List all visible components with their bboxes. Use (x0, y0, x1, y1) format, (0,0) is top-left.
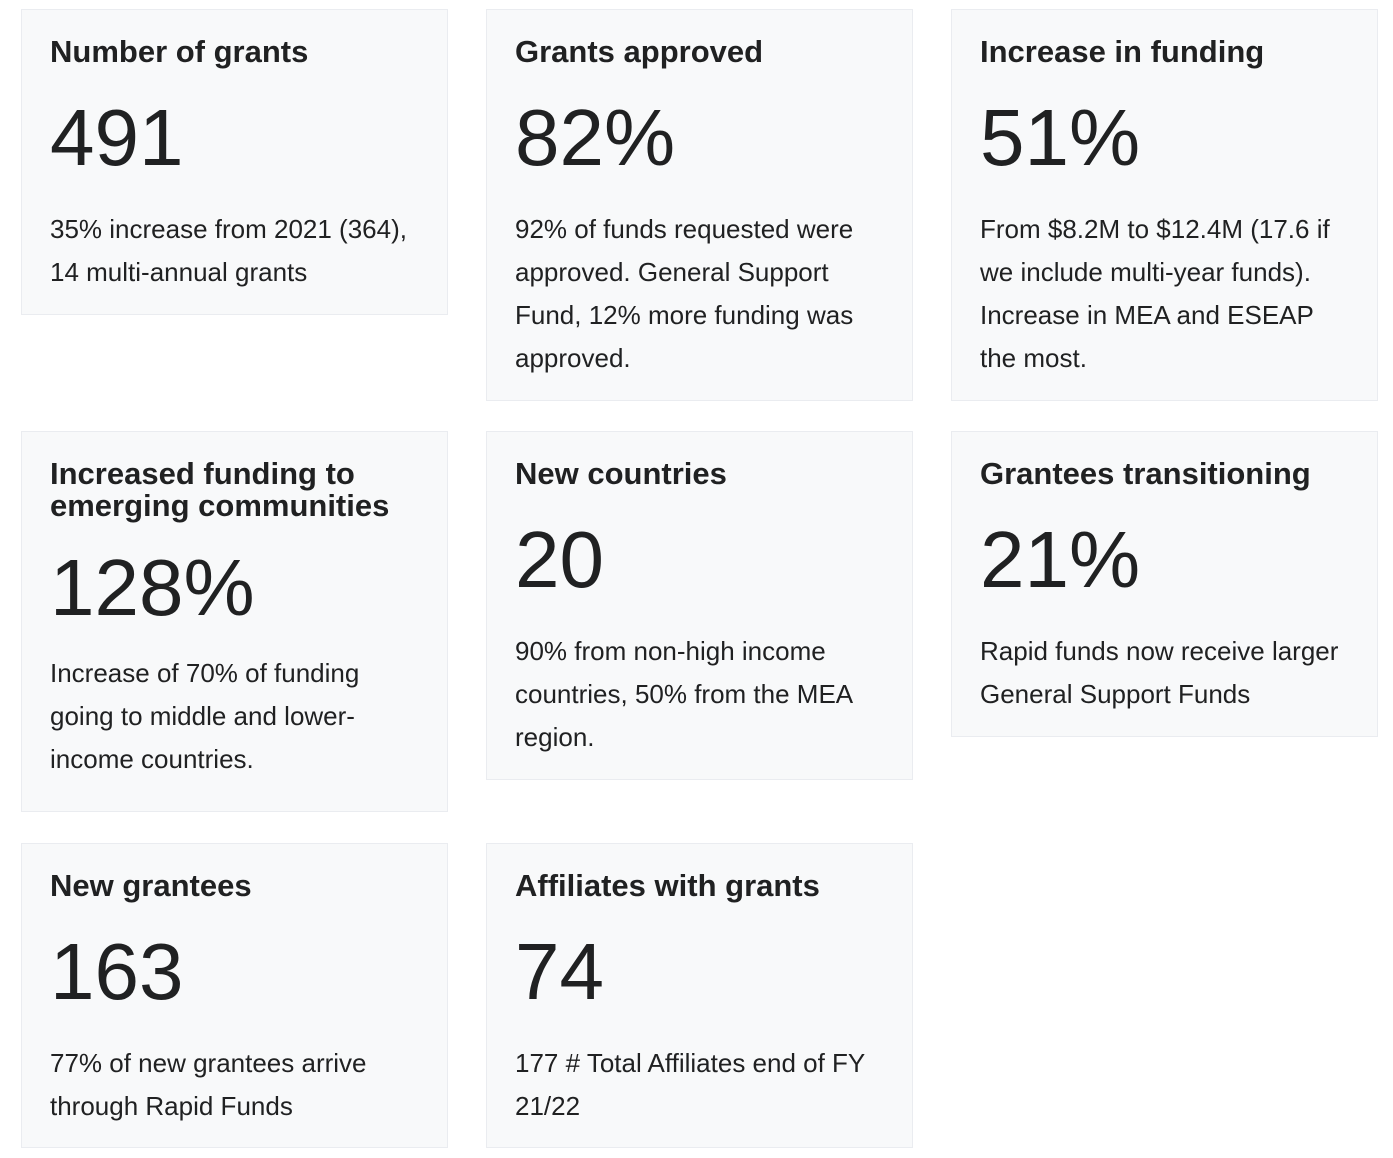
stat-card-increase-in-funding: Increase in funding 51% From $8.2M to $1… (951, 9, 1378, 401)
card-title: New countries (515, 456, 727, 491)
stat-card-new-grantees: New grantees 163 77% of new grantees arr… (21, 843, 448, 1148)
card-title: Number of grants (50, 34, 309, 69)
stat-card-new-countries: New countries 20 90% from non-high incom… (486, 431, 913, 780)
card-stat-value: 82% (515, 93, 676, 182)
card-title: Grants approved (515, 34, 764, 69)
card-stat-value: 128% (50, 543, 255, 632)
card-description: Increase of 70% of funding going to midd… (50, 658, 360, 774)
stat-card-affiliates-with-grants: Affiliates with grants 74 177 # Total Af… (486, 843, 913, 1148)
stat-card-number-of-grants: Number of grants 491 35% increase from 2… (21, 9, 448, 315)
card-description: From $8.2M to $12.4M (17.6 if we include… (980, 214, 1330, 373)
card-stat-value: 491 (50, 93, 184, 182)
card-title: Increase in funding (980, 34, 1265, 69)
card-description: 92% of funds requested were approved. Ge… (515, 214, 854, 373)
card-stat-value: 20 (515, 515, 604, 604)
card-stat-value: 21% (980, 515, 1141, 604)
card-description: 177 # Total Affiliates end of FY 21/22 (515, 1048, 865, 1121)
card-description: 35% increase from 2021 (364), 14 multi-a… (50, 214, 407, 287)
card-description: Rapid funds now receive larger General S… (980, 636, 1339, 709)
card-title: Affiliates with grants (515, 868, 820, 903)
stat-card-emerging-communities: Increased funding to emerging communitie… (21, 431, 448, 812)
card-title: New grantees (50, 868, 252, 903)
stat-card-grantees-transitioning: Grantees transitioning 21% Rapid funds n… (951, 431, 1378, 737)
card-description: 90% from non-high income countries, 50% … (515, 636, 852, 752)
card-description: 77% of new grantees arrive through Rapid… (50, 1048, 367, 1121)
card-stat-value: 74 (515, 927, 604, 1016)
stat-card-grants-approved: Grants approved 82% 92% of funds request… (486, 9, 913, 401)
card-stat-value: 51% (980, 93, 1141, 182)
card-stat-value: 163 (50, 927, 184, 1016)
card-title: Grantees transitioning (980, 456, 1311, 491)
card-title: Increased funding to emerging communitie… (50, 456, 390, 523)
